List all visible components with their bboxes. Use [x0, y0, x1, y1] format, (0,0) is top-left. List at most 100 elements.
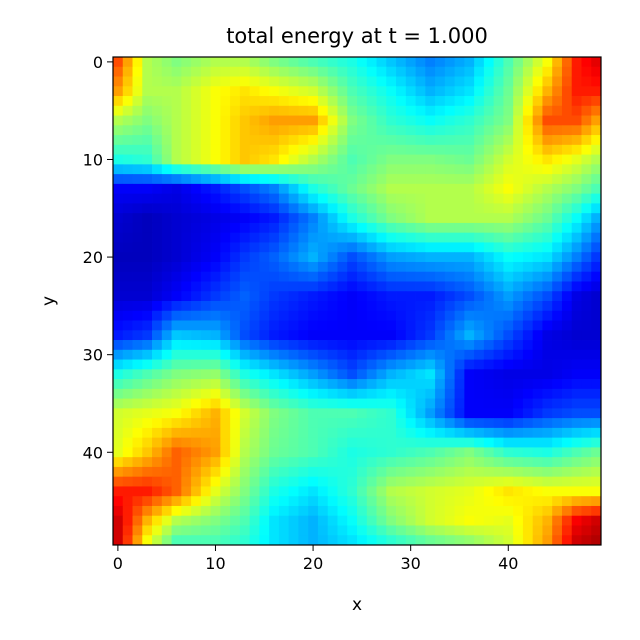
heatmap-cell: [386, 320, 397, 331]
heatmap-cell: [171, 535, 182, 546]
heatmap-cell: [200, 379, 211, 390]
heatmap-cell: [308, 115, 319, 126]
heatmap-cell: [327, 291, 338, 302]
heatmap-cell: [200, 515, 211, 526]
heatmap-cell: [298, 203, 309, 214]
heatmap-cell: [503, 261, 514, 273]
heatmap-cell: [542, 466, 553, 478]
heatmap-cell: [317, 408, 329, 419]
heatmap-cell: [396, 301, 407, 312]
heatmap-cell: [581, 174, 592, 185]
heatmap-cell: [483, 164, 495, 175]
heatmap-cell: [308, 505, 319, 517]
heatmap-cell: [308, 242, 319, 253]
heatmap-cell: [552, 525, 563, 536]
heatmap-cell: [327, 164, 338, 175]
heatmap-cell: [298, 301, 309, 312]
heatmap-cell: [278, 291, 290, 302]
heatmap-cell: [522, 349, 534, 360]
heatmap-cell: [357, 66, 368, 77]
heatmap-cell: [337, 369, 348, 380]
heatmap-cell: [513, 232, 524, 243]
heatmap-cell: [191, 466, 202, 478]
heatmap-cell: [288, 242, 299, 253]
heatmap-cell: [220, 340, 231, 351]
heatmap-cell: [542, 427, 553, 439]
heatmap-cell: [444, 398, 455, 409]
heatmap-cell: [278, 174, 290, 185]
heatmap-cell: [269, 183, 280, 195]
heatmap-cell: [288, 144, 299, 155]
heatmap-cell: [522, 466, 534, 478]
heatmap-cell: [396, 340, 407, 351]
heatmap-cell: [464, 213, 475, 224]
heatmap-cell: [396, 496, 407, 507]
heatmap-cell: [122, 66, 133, 77]
heatmap-cell: [269, 76, 280, 87]
heatmap-cell: [142, 505, 153, 517]
heatmap-cell: [503, 291, 514, 302]
heatmap-cell: [259, 213, 270, 224]
heatmap-cell: [278, 232, 290, 243]
heatmap-cell: [327, 154, 338, 165]
heatmap-cell: [181, 164, 192, 175]
heatmap-cell: [561, 388, 573, 399]
heatmap-cell: [552, 281, 563, 292]
heatmap-cell: [337, 505, 348, 517]
heatmap-cell: [386, 437, 397, 448]
heatmap-cell: [474, 213, 485, 224]
heatmap-cell: [161, 232, 172, 243]
heatmap-cell: [454, 232, 465, 243]
heatmap-cell: [522, 164, 534, 175]
heatmap-cell: [396, 222, 407, 234]
heatmap-cell: [444, 76, 455, 87]
heatmap-cell: [308, 496, 319, 507]
heatmap-cell: [474, 359, 485, 370]
heatmap-cell: [337, 525, 348, 536]
heatmap-cell: [415, 437, 426, 448]
heatmap-cell: [230, 310, 241, 321]
heatmap-cell: [132, 135, 143, 146]
heatmap-cell: [113, 105, 124, 116]
heatmap-cell: [152, 281, 163, 292]
heatmap-cell: [152, 271, 163, 282]
heatmap-cell: [200, 535, 211, 546]
heatmap-cell: [347, 535, 358, 546]
heatmap-cell: [191, 418, 202, 429]
heatmap-cell: [396, 66, 407, 77]
heatmap-cell: [113, 164, 124, 175]
heatmap-cell: [327, 476, 338, 487]
heatmap-cell: [552, 418, 563, 429]
heatmap-cell: [415, 320, 426, 331]
heatmap-cell: [347, 96, 358, 107]
y-tick-label: 10: [83, 150, 103, 169]
heatmap-cell: [425, 535, 436, 546]
heatmap-cell: [493, 505, 504, 517]
heatmap-cell: [376, 505, 387, 517]
heatmap-cell: [483, 349, 495, 360]
heatmap-cell: [396, 476, 407, 487]
heatmap-cell: [591, 359, 602, 370]
heatmap-cell: [142, 213, 153, 224]
heatmap-cell: [220, 476, 231, 487]
heatmap-cell: [571, 242, 582, 253]
heatmap-cell: [152, 496, 163, 507]
heatmap-cell: [474, 281, 485, 292]
heatmap-cell: [396, 203, 407, 214]
heatmap-cell: [278, 320, 290, 331]
heatmap-cell: [552, 486, 563, 497]
heatmap-cell: [191, 301, 202, 312]
heatmap-cell: [464, 232, 475, 243]
heatmap-cell: [239, 505, 251, 517]
heatmap-cell: [298, 144, 309, 155]
heatmap-cell: [230, 183, 241, 195]
heatmap-cell: [425, 525, 436, 536]
heatmap-cell: [522, 310, 534, 321]
heatmap-cell: [152, 183, 163, 195]
heatmap-cell: [113, 388, 124, 399]
heatmap-cell: [327, 222, 338, 234]
heatmap-cell: [269, 447, 280, 458]
heatmap-cell: [288, 115, 299, 126]
heatmap-cell: [454, 203, 465, 214]
heatmap-cell: [288, 427, 299, 439]
